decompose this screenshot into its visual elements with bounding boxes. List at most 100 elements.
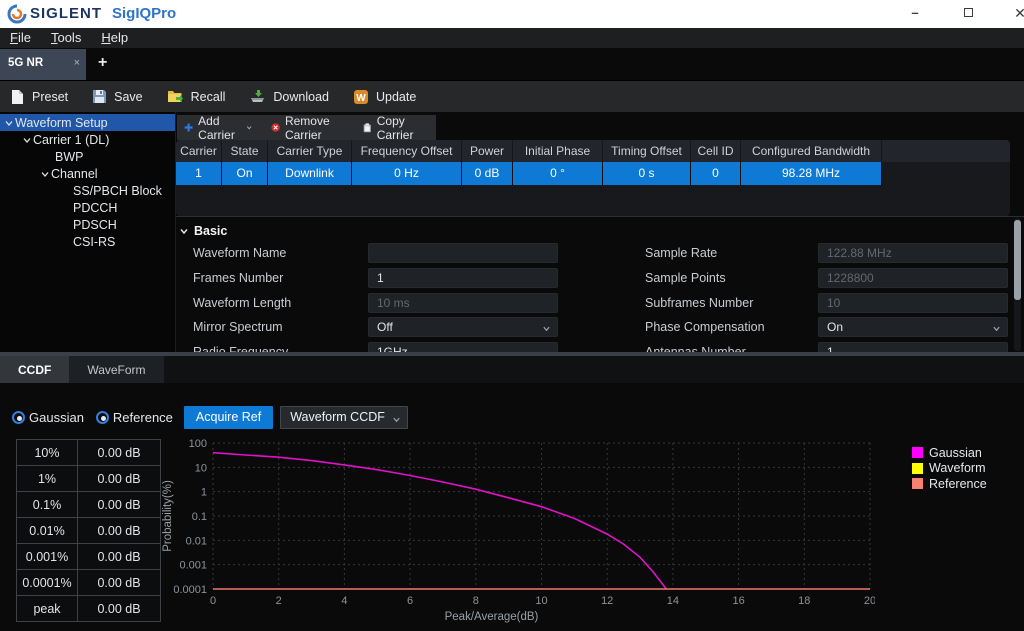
svg-text:4: 4 [341, 595, 347, 607]
stats-value: 0.00 dB [78, 466, 160, 491]
tab-ccdf[interactable]: CCDF [0, 356, 70, 383]
radio-checked-icon[interactable] [12, 410, 25, 424]
radio-dot [100, 415, 106, 421]
gaussian-radio-label: Gaussian [29, 409, 84, 425]
mirror-spectrum-select[interactable]: Off [368, 317, 558, 338]
tree-item-ss-pbch-block[interactable]: SS/PBCH Block [0, 182, 175, 199]
cell-power[interactable]: 0 dB [462, 162, 513, 185]
chevron-down-icon[interactable] [39, 169, 51, 179]
tree-item-carrier-1[interactable]: Carrier 1 (DL) [0, 131, 175, 148]
chart-legend: Gaussian Waveform Reference [912, 445, 987, 492]
tree-item-pdcch[interactable]: PDCCH [0, 199, 175, 216]
reference-radio[interactable]: Reference [95, 409, 173, 425]
radio-frequency-field[interactable] [368, 342, 558, 352]
col-configured-bandwidth: Configured Bandwidth [741, 140, 882, 162]
panel-splitter[interactable] [0, 352, 1024, 356]
legend-item: Reference [912, 476, 987, 492]
stats-percent: 0.001% [17, 544, 77, 569]
siglent-logo-icon [7, 4, 27, 24]
cell-initial-phase[interactable]: 0 ° [513, 162, 603, 185]
col-frequency-offset: Frequency Offset [352, 140, 462, 162]
maximize-icon[interactable] [948, 0, 988, 26]
tab-waveform[interactable]: WaveForm [69, 356, 164, 383]
download-button[interactable]: Download [239, 81, 343, 112]
menu-tools[interactable]: Tools [41, 28, 91, 49]
mirror-spectrum-label: Mirror Spectrum [193, 320, 283, 335]
legend-swatch-icon [912, 462, 923, 474]
stats-percent: 0.1% [17, 492, 77, 517]
cell-frequency-offset[interactable]: 0 Hz [352, 162, 462, 185]
frames-number-field[interactable] [368, 268, 558, 289]
waveform-ccdf-select[interactable]: Waveform CCDF [280, 405, 408, 429]
legend-label: Reference [929, 476, 987, 491]
tab-ccdf-label: CCDF [18, 362, 52, 377]
tree-item-waveform-setup[interactable]: Waveform Setup [0, 114, 175, 131]
document-icon [12, 89, 23, 104]
tree-item-bwp[interactable]: BWP [0, 148, 175, 165]
floppy-icon [93, 90, 107, 103]
chevron-down-icon[interactable] [21, 135, 33, 145]
add-tab-button[interactable]: + [98, 54, 108, 71]
cell-timing-offset[interactable]: 0 s [603, 162, 691, 185]
cell-configured-bandwidth[interactable]: 98.28 MHz [741, 162, 882, 185]
col-timing-offset: Timing Offset [603, 140, 691, 162]
copy-carrier-button[interactable]: Copy Carrier [356, 114, 436, 142]
carrier-table-row[interactable]: 1 On Downlink 0 Hz 0 dB 0 ° 0 s 0 98.28 … [176, 162, 1010, 185]
sample-points-field [818, 268, 1008, 289]
antennas-number-field[interactable] [818, 342, 1008, 352]
cell-cell-id[interactable]: 0 [691, 162, 741, 185]
bottom-tab-bar: CCDF WaveForm [0, 356, 1024, 383]
preset-button[interactable]: Preset [0, 81, 82, 112]
svg-text:100: 100 [189, 438, 207, 450]
radio-checked-icon[interactable] [95, 410, 109, 424]
update-button[interactable]: W Update [343, 81, 430, 112]
cell-carrier[interactable]: 1 [176, 162, 222, 185]
reference-radio-label: Reference [112, 409, 173, 425]
plus-icon [184, 123, 193, 132]
form-row: Sample Points [645, 266, 1008, 291]
remove-carrier-button[interactable]: Remove Carrier [264, 114, 357, 142]
stats-percent: 10% [17, 440, 77, 465]
tab-5g-nr[interactable]: 5G NR × [0, 49, 86, 80]
save-button[interactable]: Save [82, 81, 157, 112]
stats-value: 0.00 dB [78, 518, 160, 543]
main-area: Waveform Setup Carrier 1 (DL) BWP Channe… [0, 112, 1024, 352]
stats-percent: 0.0001% [17, 570, 77, 595]
download-label: Download [273, 89, 329, 104]
phase-compensation-select[interactable]: On [818, 317, 1008, 338]
sample-rate-field [818, 243, 1008, 264]
sample-rate-label: Sample Rate [645, 246, 718, 261]
basic-scrollbar-thumb[interactable] [1014, 220, 1021, 300]
cell-state[interactable]: On [222, 162, 268, 185]
close-icon[interactable]: ✕ [1014, 5, 1024, 21]
acquire-ref-button[interactable]: Acquire Ref [183, 405, 274, 429]
form-row: Mirror Spectrum Off [193, 315, 558, 340]
menu-help[interactable]: Help [91, 28, 138, 49]
chevron-down-icon[interactable] [3, 118, 15, 128]
recall-button[interactable]: Recall [157, 81, 240, 112]
menu-file[interactable]: File [0, 28, 41, 49]
recall-label: Recall [190, 89, 226, 104]
tab-close-icon[interactable]: × [73, 57, 80, 69]
waveform-name-field[interactable] [368, 243, 558, 264]
basic-section: Basic Waveform Name Frames Number Wavefo… [176, 217, 1024, 352]
chevron-down-icon [543, 327, 550, 332]
col-carrier-type: Carrier Type [268, 140, 352, 162]
tree-item-channel[interactable]: Channel [0, 165, 175, 182]
tree-item-csi-rs[interactable]: CSI-RS [0, 233, 175, 250]
menu-file-accel: F [10, 29, 18, 45]
tree-item-pdsch[interactable]: PDSCH [0, 216, 175, 233]
add-carrier-button[interactable]: Add Carrier [177, 114, 264, 142]
col-state: State [222, 140, 268, 162]
gaussian-radio[interactable]: Gaussian [12, 410, 84, 425]
form-row: Sample Rate [645, 241, 1008, 266]
stats-value: 0.00 dB [78, 440, 160, 465]
basic-section-header[interactable]: Basic [179, 224, 227, 238]
minimize-icon[interactable]: – [911, 5, 919, 20]
cell-carrier-type[interactable]: Downlink [268, 162, 352, 185]
chevron-down-icon [393, 417, 400, 422]
form-row: Subframes Number [645, 290, 1008, 315]
update-label: Update [375, 89, 417, 104]
col-cell-id: Cell ID [691, 140, 741, 162]
basic-scrollbar[interactable] [1014, 218, 1021, 351]
